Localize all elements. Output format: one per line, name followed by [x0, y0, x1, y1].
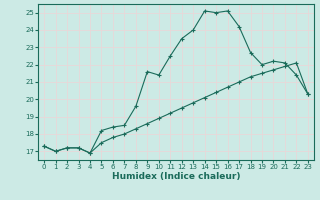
X-axis label: Humidex (Indice chaleur): Humidex (Indice chaleur): [112, 172, 240, 181]
